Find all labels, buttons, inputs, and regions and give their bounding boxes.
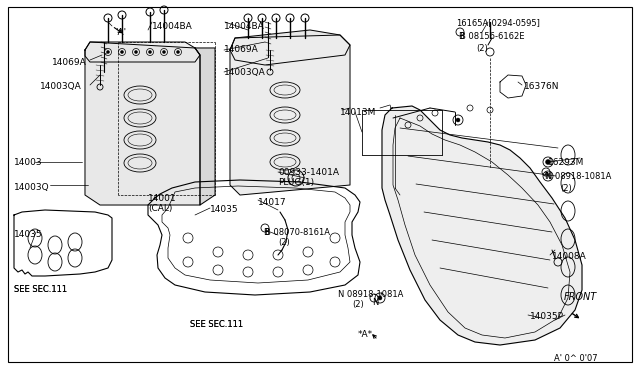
Text: N 08918-1081A: N 08918-1081A — [338, 290, 403, 299]
Text: PLUG(1): PLUG(1) — [278, 178, 314, 187]
Text: (CAL): (CAL) — [148, 204, 172, 213]
Circle shape — [378, 296, 382, 300]
Text: 14008A: 14008A — [552, 252, 587, 261]
Text: N 08918-1081A: N 08918-1081A — [546, 172, 611, 181]
Text: *A*: *A* — [358, 330, 373, 339]
Text: 14035: 14035 — [14, 230, 43, 239]
Text: SEE SEC.111: SEE SEC.111 — [190, 320, 243, 329]
Text: SEE SEC.111: SEE SEC.111 — [14, 285, 67, 294]
Text: 14035: 14035 — [210, 205, 239, 214]
Text: SEE SEC.111: SEE SEC.111 — [14, 285, 67, 294]
Text: (2): (2) — [476, 44, 488, 53]
Text: 14003: 14003 — [14, 158, 43, 167]
Text: 14017: 14017 — [258, 198, 287, 207]
Text: 14035P: 14035P — [530, 312, 564, 321]
Circle shape — [545, 160, 550, 164]
Text: 14003QA: 14003QA — [40, 82, 82, 91]
Text: 14004BA: 14004BA — [224, 22, 265, 31]
Circle shape — [106, 51, 109, 54]
Text: 'A': 'A' — [115, 28, 126, 37]
Text: (2): (2) — [352, 300, 364, 309]
Circle shape — [148, 51, 152, 54]
Text: (2): (2) — [560, 184, 572, 193]
Circle shape — [456, 118, 460, 122]
Polygon shape — [230, 30, 350, 65]
Text: 14003QA: 14003QA — [224, 68, 266, 77]
Text: (2): (2) — [278, 238, 290, 247]
Polygon shape — [382, 106, 582, 345]
Circle shape — [120, 51, 124, 54]
Circle shape — [134, 51, 138, 54]
Circle shape — [177, 51, 179, 54]
Text: 00933-1401A: 00933-1401A — [278, 168, 339, 177]
Text: B: B — [263, 228, 269, 237]
Text: 14069A: 14069A — [224, 45, 259, 54]
Text: B 08070-8161A: B 08070-8161A — [265, 228, 330, 237]
Text: 16293M: 16293M — [548, 158, 584, 167]
Text: B 08156-6162E: B 08156-6162E — [460, 32, 525, 41]
Polygon shape — [230, 35, 350, 195]
Text: 14001: 14001 — [148, 194, 177, 203]
Text: N: N — [544, 172, 550, 181]
Text: B: B — [458, 32, 464, 41]
Text: 16165A[0294-0595]: 16165A[0294-0595] — [456, 18, 540, 27]
Text: 14069A: 14069A — [52, 58, 87, 67]
Circle shape — [163, 51, 166, 54]
Text: 14013M: 14013M — [340, 108, 376, 117]
Text: 16376N: 16376N — [524, 82, 559, 91]
Text: 14004BA: 14004BA — [152, 22, 193, 31]
Text: SEE SEC.111: SEE SEC.111 — [190, 320, 243, 329]
Polygon shape — [195, 48, 215, 205]
Text: N: N — [372, 298, 378, 307]
Polygon shape — [85, 42, 200, 205]
Text: A' 0^ 0'07: A' 0^ 0'07 — [554, 354, 598, 363]
Text: FRONT: FRONT — [564, 292, 597, 302]
Text: 14003Q: 14003Q — [14, 183, 50, 192]
Polygon shape — [85, 42, 200, 62]
